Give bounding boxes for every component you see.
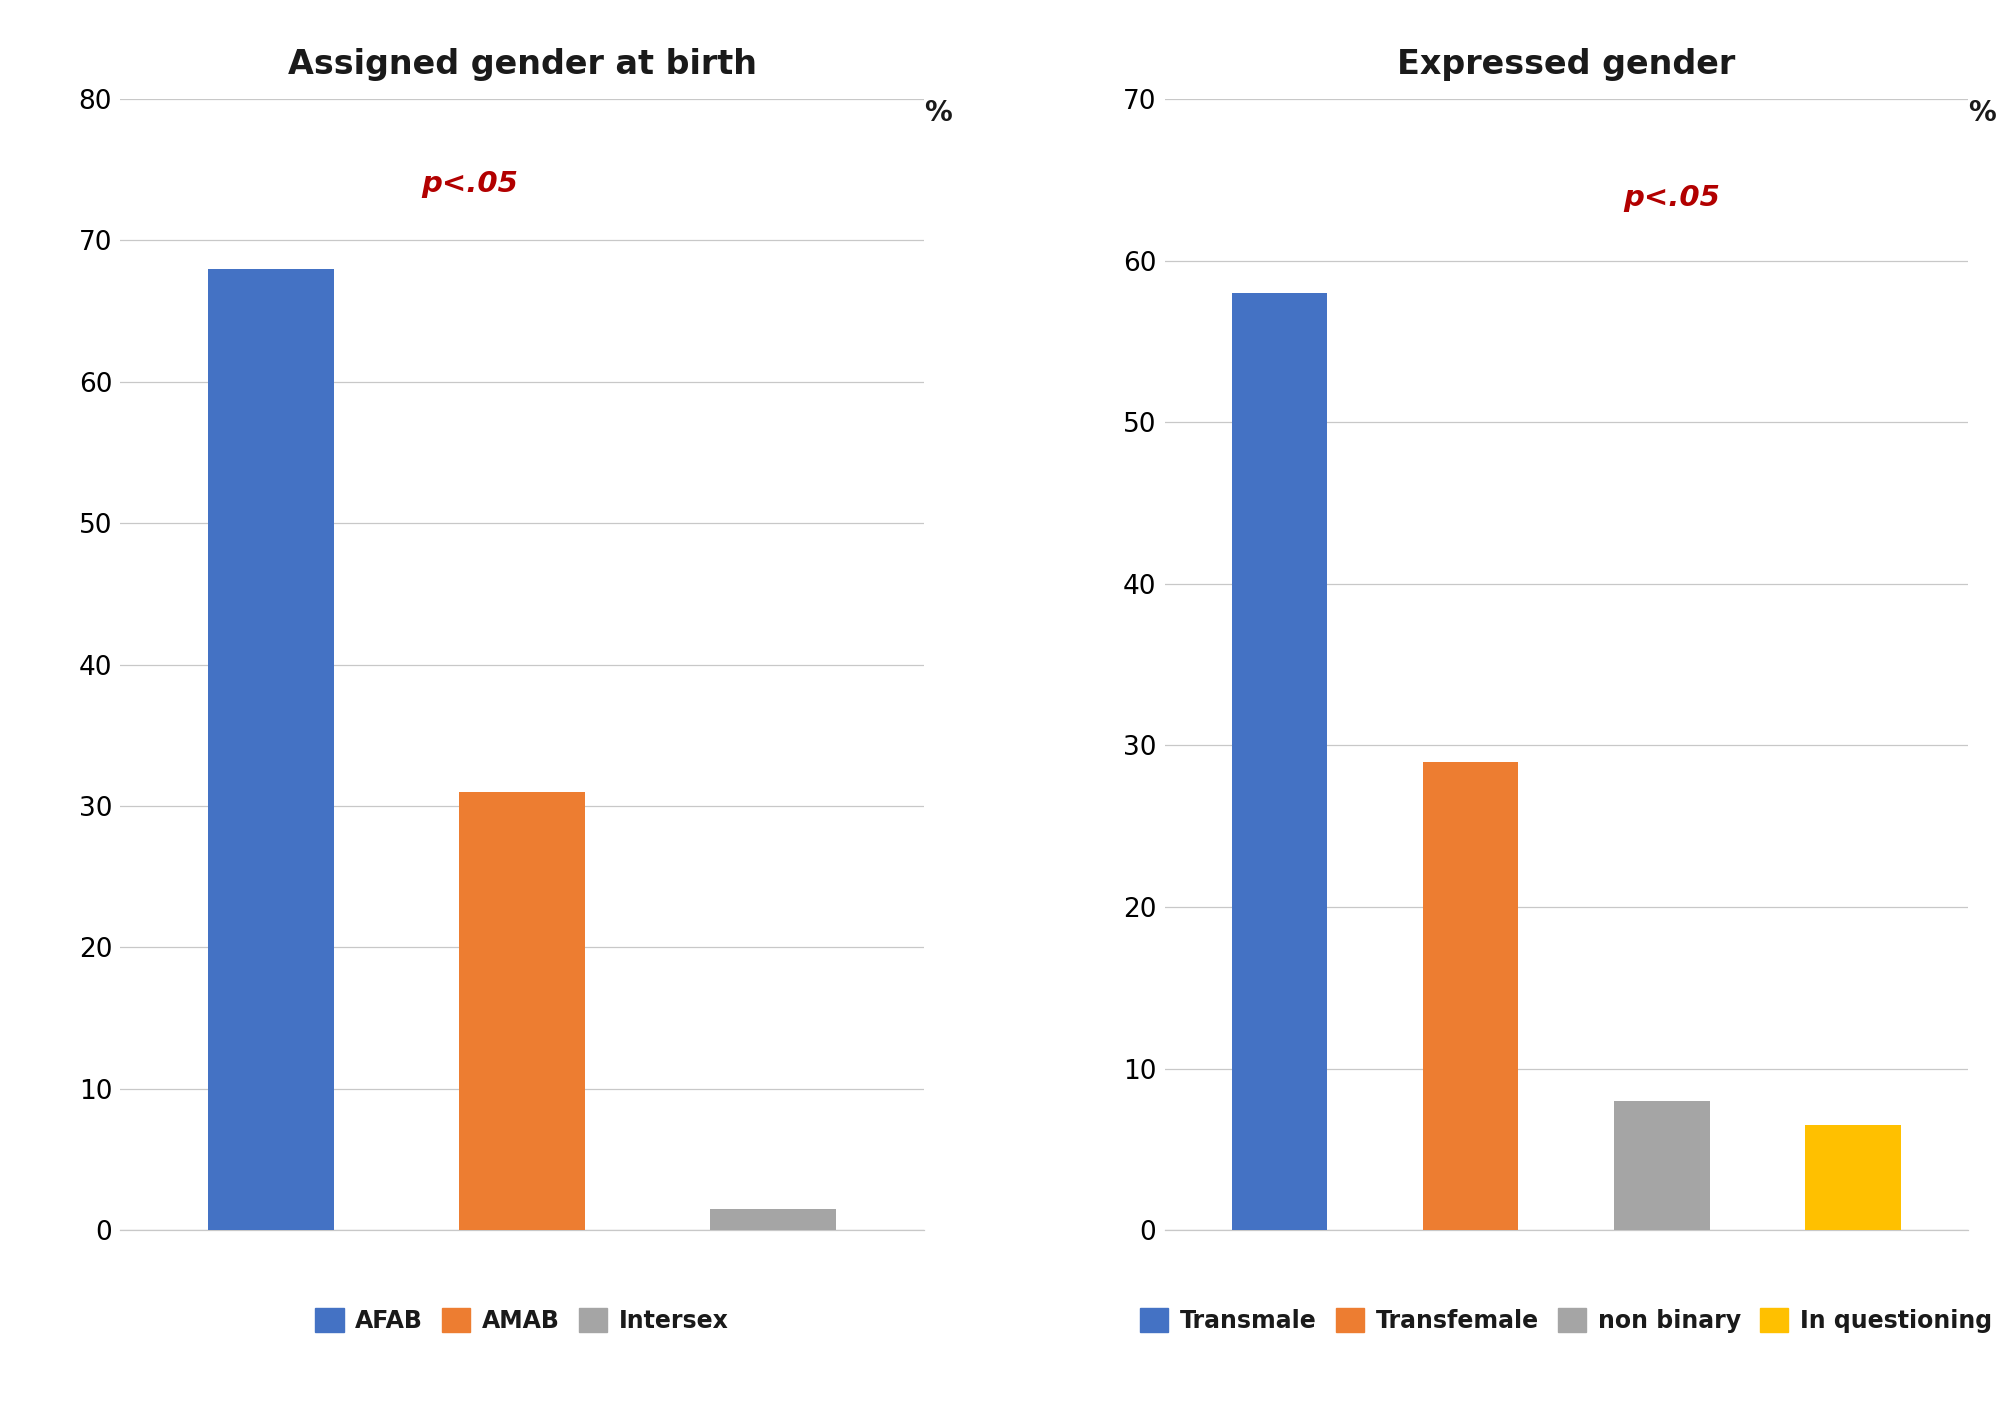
Bar bbox=[1423, 762, 1517, 1230]
Text: %: % bbox=[923, 99, 951, 127]
Bar bbox=[1804, 1126, 1901, 1230]
Bar bbox=[209, 269, 333, 1230]
Bar bbox=[460, 792, 584, 1230]
Title: Expressed gender: Expressed gender bbox=[1397, 48, 1734, 81]
Bar bbox=[1614, 1102, 1708, 1230]
Title: Assigned gender at birth: Assigned gender at birth bbox=[287, 48, 757, 81]
Bar bbox=[710, 1209, 835, 1230]
Bar bbox=[1230, 293, 1327, 1230]
Text: p<.05: p<.05 bbox=[1624, 184, 1720, 212]
Text: p<.05: p<.05 bbox=[421, 170, 518, 198]
Text: %: % bbox=[1967, 99, 1995, 127]
Legend: AFAB, AMAB, Intersex: AFAB, AMAB, Intersex bbox=[305, 1299, 739, 1343]
Legend: Transmale, Transfemale, non binary, In questioning: Transmale, Transfemale, non binary, In q… bbox=[1130, 1299, 2001, 1343]
